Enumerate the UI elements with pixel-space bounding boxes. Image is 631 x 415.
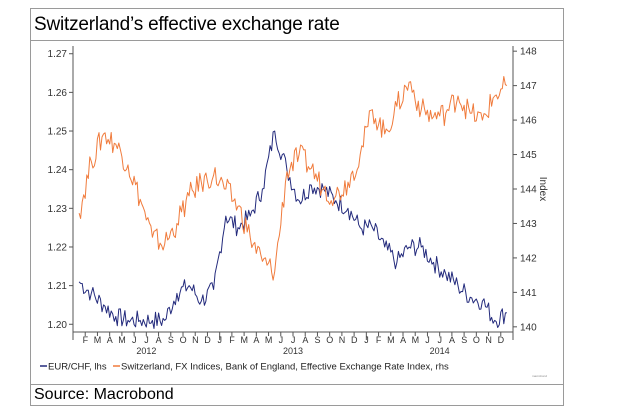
series-line-fx-index: [78, 76, 508, 281]
left-tick-label: 1.21: [48, 281, 68, 292]
x-month-label: O: [180, 335, 187, 345]
x-year-label: 2012: [136, 346, 156, 356]
x-month-label: J: [132, 335, 137, 345]
x-month-label: A: [302, 335, 308, 345]
x-month-label: J: [144, 335, 149, 345]
right-tick-label: 142: [520, 253, 537, 264]
x-month-label: A: [449, 335, 455, 345]
right-tick-label: 140: [520, 322, 537, 333]
x-month-label: J: [364, 335, 369, 345]
chart-title: Switzerland’s effective exchange rate: [34, 14, 340, 35]
source-note: Source: Macrobond: [34, 386, 174, 403]
x-month-label: A: [156, 335, 162, 345]
x-month-label: O: [326, 335, 333, 345]
left-tick-label: 1.24: [48, 165, 68, 176]
x-month-label: N: [192, 335, 199, 345]
right-tick-label: 146: [520, 116, 537, 127]
chart-frame: [30, 8, 564, 406]
left-tick-label: 1.23: [48, 204, 68, 215]
legend: EUR/CHF, lhs Switzerland, FX Indices, Ba…: [40, 362, 449, 373]
right-tick-label: 143: [520, 219, 537, 230]
title-divider: [30, 40, 564, 41]
x-month-label: S: [315, 335, 321, 345]
x-month-label: A: [253, 335, 259, 345]
x-year-label: 2013: [283, 346, 303, 356]
x-month-label: M: [118, 335, 126, 345]
right-tick-label: 145: [520, 150, 537, 161]
x-month-label: M: [265, 335, 273, 345]
left-tick-label: 1.27: [48, 49, 68, 60]
right-tick-label: 147: [520, 81, 537, 92]
left-tick-label: 1.20: [48, 320, 68, 331]
right-axis-title: Index: [537, 177, 548, 201]
x-month-label: J: [425, 335, 430, 345]
x-month-label: M: [412, 335, 420, 345]
x-month-label: F: [229, 335, 235, 345]
x-month-label: D: [204, 335, 211, 345]
x-month-label: J: [279, 335, 284, 345]
series-line-eurchf: [78, 130, 507, 329]
x-month-label: A: [400, 335, 406, 345]
right-tick-label: 144: [520, 185, 537, 196]
x-month-label: J: [218, 335, 223, 345]
legend-label-fx-index: Switzerland, FX Indices, Bank of England…: [121, 362, 449, 373]
x-month-label: O: [473, 335, 480, 345]
x-month-label: N: [485, 335, 492, 345]
right-tick-label: 148: [520, 47, 537, 58]
credit-mark: macrobond: [532, 374, 547, 378]
x-month-label: M: [94, 335, 102, 345]
axes: 1.27 1.26 1.25 1.24 1.23 1.22 1.21 1.20 148 147 14…: [48, 46, 548, 356]
series-lines: [78, 76, 508, 329]
x-month-label: A: [107, 335, 113, 345]
source-divider: [30, 384, 564, 385]
x-month-label: N: [339, 335, 346, 345]
left-tick-label: 1.22: [48, 242, 68, 253]
x-month-label: M: [387, 335, 395, 345]
x-month-label: D: [351, 335, 358, 345]
x-month-label: M: [240, 335, 248, 345]
x-month-label: S: [461, 335, 467, 345]
x-month-label: F: [376, 335, 382, 345]
x-month-label: D: [498, 335, 505, 345]
right-tick-label: 141: [520, 288, 537, 299]
legend-label-eurchf: EUR/CHF, lhs: [48, 362, 107, 373]
x-month-label: S: [168, 335, 174, 345]
x-month-label: J: [438, 335, 443, 345]
x-month-label: F: [83, 335, 89, 345]
x-month-label: J: [291, 335, 296, 345]
x-year-label: 2014: [430, 346, 450, 356]
left-tick-label: 1.26: [48, 88, 68, 99]
left-tick-label: 1.25: [48, 127, 68, 138]
